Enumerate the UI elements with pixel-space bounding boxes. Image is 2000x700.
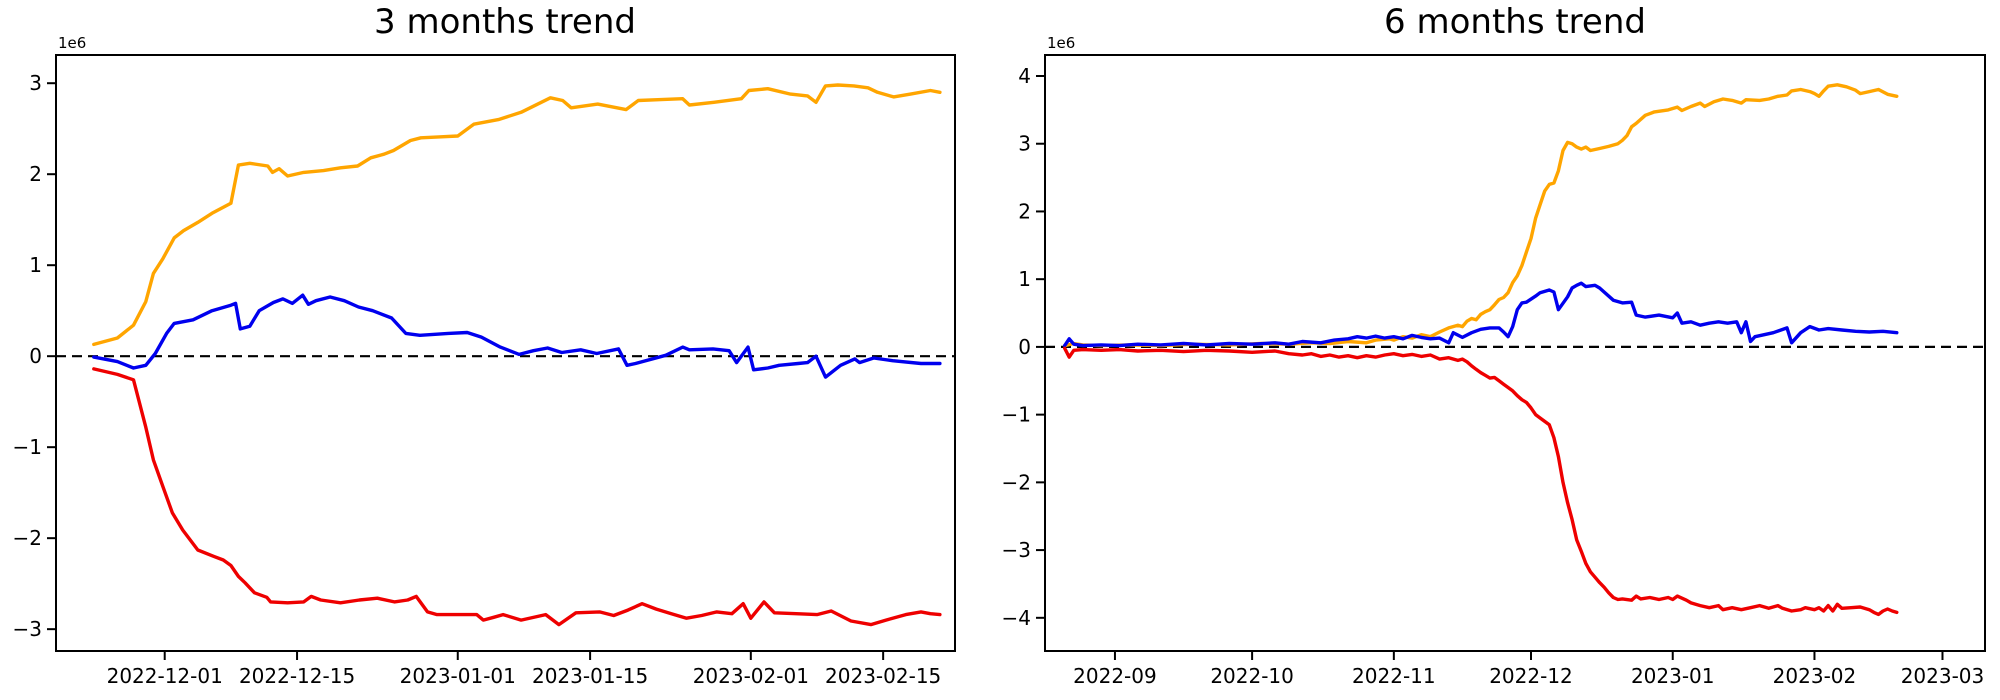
three-months-y-tick-label: −1 (13, 435, 42, 459)
three-months-y-tick-label: 0 (29, 344, 42, 368)
three-months-y-tick-label: 2 (29, 162, 42, 186)
three-months-y-tick-label: 3 (29, 71, 42, 95)
six-months-series-red-line (1062, 346, 1899, 617)
six-months-y-tick-label: −4 (1002, 606, 1031, 630)
six-months-y-tick-label: −2 (1002, 470, 1031, 494)
six-months-series-orange-line (1062, 83, 1899, 348)
three-months-y-offset-label: 1e6 (58, 34, 86, 52)
three-months-x-tick-label: 2022-12-15 (239, 664, 355, 688)
three-months-series-red-line (92, 367, 942, 627)
three-months-plot-border (55, 54, 956, 652)
six-months-x-tick-label: 2023-02 (1773, 664, 1857, 688)
chart-title-6-months: 6 months trend (1384, 2, 1646, 42)
six-months-y-tick-label: 4 (1018, 64, 1031, 88)
six-months-x-tick-label: 2022-09 (1073, 664, 1157, 688)
six-months-x-tick-label: 2023-01 (1631, 664, 1715, 688)
six-months-x-tick-label: 2022-11 (1352, 664, 1436, 688)
six-months-y-tick-label: 2 (1018, 199, 1031, 223)
six-months-plot-border (1044, 54, 1986, 652)
chart-title-3-months: 3 months trend (374, 2, 636, 42)
six-months-series-blue-line (1062, 281, 1899, 348)
six-months-x-tick-label: 2022-12 (1489, 664, 1573, 688)
three-months-series-orange-line (92, 83, 942, 347)
three-months-x-tick-label: 2022-12-01 (107, 664, 223, 688)
three-months-x-tick-label: 2023-01-15 (532, 664, 648, 688)
six-months-x-tick-label: 2023-03 (1901, 664, 1985, 688)
three-months-series-blue-line (92, 293, 942, 379)
six-months-y-tick-label: 3 (1018, 132, 1031, 156)
three-months-x-tick-label: 2023-01-01 (400, 664, 516, 688)
three-months-x-tick-label: 2023-02-01 (693, 664, 809, 688)
six-months-axes: 2022-09 2022-10 2022-11 2022-12 2023-01 2023-… (1002, 34, 1986, 688)
six-months-y-tick-label: −1 (1002, 403, 1031, 427)
three-months-y-tick-label: −3 (13, 617, 42, 641)
three-months-x-tick-label: 2023-02-15 (825, 664, 941, 688)
six-months-y-tick-label: 0 (1018, 335, 1031, 359)
three-months-axes: 2022-12-01 2022-12-15 2023-01-01 2023-01-15… (13, 34, 956, 688)
three-months-y-tick-label: −2 (13, 526, 42, 550)
six-months-y-tick-label: −3 (1002, 538, 1031, 562)
six-months-y-tick-label: 1 (1018, 267, 1031, 291)
six-months-x-tick-label: 2022-10 (1210, 664, 1294, 688)
six-months-y-offset-label: 1e6 (1047, 34, 1075, 52)
three-months-y-tick-label: 1 (29, 253, 42, 277)
